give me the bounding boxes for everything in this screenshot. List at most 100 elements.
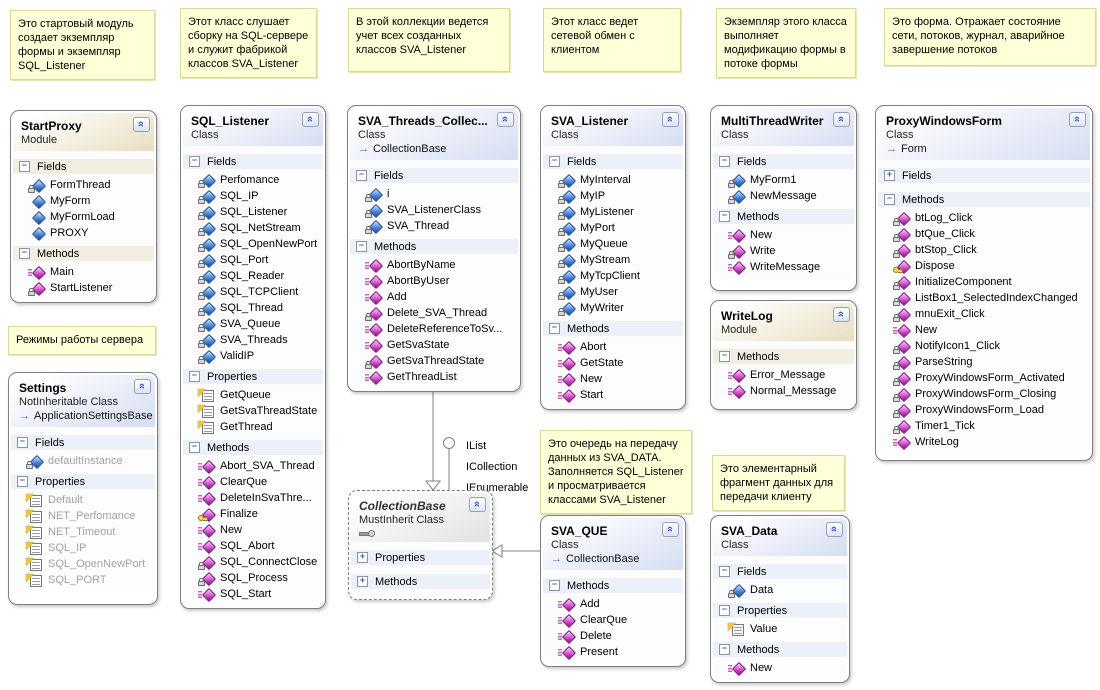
- member-row[interactable]: SQL_Process: [183, 570, 323, 586]
- expander-minus-icon[interactable]: −: [549, 323, 560, 334]
- member-row[interactable]: MyStream: [543, 252, 683, 268]
- class-box-sva-data[interactable]: SVA_Data Class − Fields Data − Properties Value…: [710, 515, 850, 683]
- member-row[interactable]: GetSvaThreadState: [183, 403, 323, 419]
- member-row[interactable]: SQL_Reader: [183, 268, 323, 284]
- section-header-methods[interactable]: − Methods: [878, 191, 1090, 208]
- comment-note[interactable]: Это очередь на передачу данных из SVA_DA…: [540, 430, 692, 514]
- expander-minus-icon[interactable]: −: [19, 248, 30, 259]
- member-row[interactable]: SQL_OpenNewPort: [183, 236, 323, 252]
- section-header-properties[interactable]: − Properties: [713, 602, 847, 619]
- expander-minus-icon[interactable]: −: [719, 211, 730, 222]
- expander-minus-icon[interactable]: −: [549, 580, 560, 591]
- section-header-methods[interactable]: − Methods: [183, 439, 323, 456]
- member-row[interactable]: SQL_Thread: [183, 300, 323, 316]
- member-row[interactable]: Delete_SVA_Thread: [350, 305, 518, 321]
- member-row[interactable]: Data: [713, 582, 847, 598]
- member-row[interactable]: New: [713, 660, 847, 676]
- member-row[interactable]: SQL_TCPClient: [183, 284, 323, 300]
- member-row[interactable]: ProxyWindowsForm_Load: [878, 402, 1090, 418]
- comment-note[interactable]: Это форма. Отражает состояние сети, пото…: [884, 8, 1096, 66]
- member-row[interactable]: Finalize: [183, 506, 323, 522]
- member-row[interactable]: ProxyWindowsForm_Closing: [878, 386, 1090, 402]
- member-row[interactable]: Abort_SVA_Thread: [183, 458, 323, 474]
- expander-minus-icon[interactable]: −: [17, 476, 28, 487]
- section-header-fields[interactable]: − Fields: [350, 167, 518, 184]
- member-row[interactable]: btQue_Click: [878, 226, 1090, 242]
- member-row[interactable]: Default: [11, 492, 155, 508]
- expander-minus-icon[interactable]: −: [719, 156, 730, 167]
- section-header-fields[interactable]: − Fields: [183, 153, 323, 170]
- expander-minus-icon[interactable]: −: [719, 566, 730, 577]
- collapse-chevron-button[interactable]: »: [833, 112, 850, 127]
- class-box-proxywindowsform[interactable]: ProxyWindowsForm Class → Form + Fields − Method…: [875, 105, 1093, 461]
- member-row[interactable]: MyQueue: [543, 236, 683, 252]
- comment-note[interactable]: Экземпляр этого класса выполняет модифик…: [716, 8, 856, 78]
- member-row[interactable]: SQL_OpenNewPort: [11, 556, 155, 572]
- expander-minus-icon[interactable]: −: [884, 194, 895, 205]
- collapse-chevron-button[interactable]: »: [662, 112, 679, 127]
- comment-note[interactable]: Это стартовый модуль создает экземпляр ф…: [10, 10, 155, 80]
- inheritance-triangle-icon[interactable]: [491, 544, 503, 558]
- member-row[interactable]: ClearQue: [543, 612, 683, 628]
- member-row[interactable]: WriteMessage: [713, 259, 854, 275]
- member-row[interactable]: MyListener: [543, 204, 683, 220]
- member-row[interactable]: FormThread: [13, 177, 154, 193]
- collapsed-interface-icon[interactable]: [359, 529, 375, 537]
- collapse-chevron-button[interactable]: »: [133, 117, 150, 132]
- class-box-collectionbase[interactable]: CollectionBase MustInherit Class + Properti…: [348, 490, 493, 600]
- member-row[interactable]: Add: [350, 289, 518, 305]
- section-header-methods[interactable]: − Methods: [543, 577, 683, 594]
- member-row[interactable]: Timer1_Tick: [878, 418, 1090, 434]
- comment-note[interactable]: Это элементарный фрагмент данных для пер…: [712, 455, 845, 511]
- class-box-settings[interactable]: Settings NotInheritable Class → Application…: [8, 372, 158, 605]
- member-row[interactable]: New: [183, 522, 323, 538]
- member-row[interactable]: GetSvaState: [350, 337, 518, 353]
- member-row[interactable]: PROXY: [13, 225, 154, 241]
- section-header-fields[interactable]: − Fields: [713, 563, 847, 580]
- member-row[interactable]: MyFormLoad: [13, 209, 154, 225]
- comment-note[interactable]: В этой коллекции ведется учет всех созда…: [348, 8, 510, 72]
- section-header-fields[interactable]: − Fields: [713, 153, 854, 170]
- collapse-chevron-button[interactable]: »: [1069, 112, 1086, 127]
- member-row[interactable]: New: [713, 227, 854, 243]
- member-row[interactable]: SQL_IP: [183, 188, 323, 204]
- member-row[interactable]: MyForm: [13, 193, 154, 209]
- member-row[interactable]: AbortByUser: [350, 273, 518, 289]
- comment-note[interactable]: Этот класс ведет сетевой обмен с клиенто…: [543, 8, 681, 72]
- interface-lollipop-icon[interactable]: [443, 437, 455, 449]
- member-row[interactable]: MyUser: [543, 284, 683, 300]
- expander-minus-icon[interactable]: −: [19, 161, 30, 172]
- section-header-fields[interactable]: − Fields: [543, 153, 683, 170]
- member-row[interactable]: Add: [543, 596, 683, 612]
- member-row[interactable]: New: [878, 322, 1090, 338]
- member-row[interactable]: NET_Perfomance: [11, 508, 155, 524]
- member-row[interactable]: DeleteReferenceToSv...: [350, 321, 518, 337]
- member-row[interactable]: SVA_ListenerClass: [350, 202, 518, 218]
- expander-minus-icon[interactable]: −: [719, 605, 730, 616]
- class-box-startproxy[interactable]: StartProxy Module − Fields FormThread MyForm M…: [10, 110, 157, 303]
- collapse-chevron-button[interactable]: »: [134, 379, 151, 394]
- member-row[interactable]: Error_Message: [713, 367, 854, 383]
- member-row[interactable]: NET_Timeout: [11, 524, 155, 540]
- expander-plus-icon[interactable]: +: [357, 576, 368, 587]
- expander-minus-icon[interactable]: −: [356, 241, 367, 252]
- member-row[interactable]: SQL_ConnectClose: [183, 554, 323, 570]
- comment-note[interactable]: Режимы работы сервера: [8, 326, 156, 355]
- comment-note[interactable]: Этот класс слушает сборку на SQL-сервере…: [180, 8, 317, 78]
- member-row[interactable]: MyInterval: [543, 172, 683, 188]
- section-header-fields[interactable]: − Fields: [11, 434, 155, 451]
- expander-minus-icon[interactable]: −: [189, 442, 200, 453]
- member-row[interactable]: Write: [713, 243, 854, 259]
- member-row[interactable]: Present: [543, 644, 683, 660]
- member-row[interactable]: Main: [13, 264, 154, 280]
- section-header-methods[interactable]: − Methods: [713, 348, 854, 365]
- member-row[interactable]: SQL_Abort: [183, 538, 323, 554]
- expander-plus-icon[interactable]: +: [357, 552, 368, 563]
- member-row[interactable]: btLog_Click: [878, 210, 1090, 226]
- member-row[interactable]: StartListener: [13, 280, 154, 296]
- collapse-chevron-button[interactable]: »: [497, 112, 514, 127]
- collapse-chevron-button[interactable]: »: [826, 522, 843, 537]
- class-box-sql-listener[interactable]: SQL_Listener Class − Fields Perfomance SQL_IP…: [180, 105, 326, 609]
- member-row[interactable]: ClearQue: [183, 474, 323, 490]
- section-header-fields[interactable]: − Fields: [13, 158, 154, 175]
